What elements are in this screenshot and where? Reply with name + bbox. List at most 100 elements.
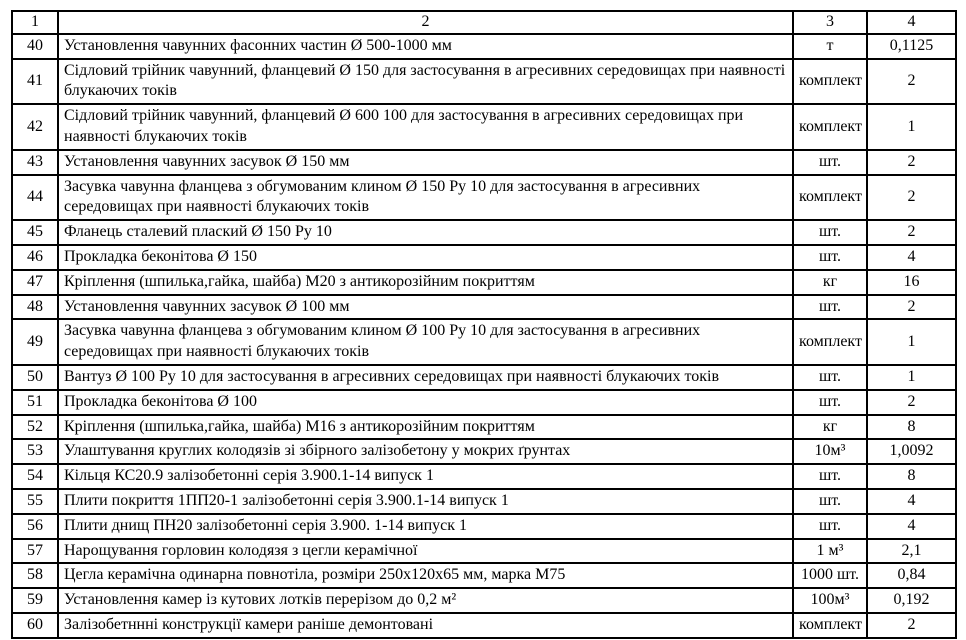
quantity-cell: 16 bbox=[866, 268, 957, 296]
unit-cell: шт. bbox=[792, 363, 868, 391]
column-header-unit: 3 bbox=[792, 10, 868, 35]
row-number-cell: 59 bbox=[11, 587, 59, 614]
unit-cell: 10м³ bbox=[792, 438, 868, 466]
quantity-cell: 2 bbox=[866, 293, 957, 321]
quantity-cell: 4 bbox=[866, 487, 957, 515]
description-cell: Установлення чавунних засувок Ø 150 мм bbox=[57, 148, 794, 176]
unit-cell: шт. bbox=[792, 487, 868, 515]
works-table: 1 2 3 4 40 Установлення чавунних фасонни… bbox=[11, 10, 957, 639]
unit-cell: шт. bbox=[792, 512, 868, 540]
row-number-cell: 58 bbox=[11, 562, 59, 590]
unit-cell: комплект bbox=[792, 611, 868, 639]
quantity-cell: 4 bbox=[866, 243, 957, 271]
unit-cell: комплект bbox=[792, 57, 868, 106]
unit-cell: 1000 шт. bbox=[792, 562, 868, 590]
table-row: 45 Фланець сталевий плаский Ø 150 Ру 10 … bbox=[11, 219, 957, 246]
quantity-cell: 0,192 bbox=[866, 587, 957, 614]
table-row: 53 Улаштування круглих колодязів зі збір… bbox=[11, 438, 957, 466]
row-number-cell: 55 bbox=[11, 487, 59, 515]
table-row: 44 Засувка чавунна фланцева з обгумовани… bbox=[11, 173, 957, 222]
description-cell: Кріплення (шпилька,гайка, шайба) М20 з а… bbox=[57, 268, 794, 296]
quantity-cell: 8 bbox=[866, 463, 957, 490]
quantity-cell: 1 bbox=[866, 318, 957, 366]
row-number-cell: 46 bbox=[11, 243, 59, 271]
table-row: 54 Кільця КС20.9 залізобетонні серія 3.9… bbox=[11, 463, 957, 490]
row-number-cell: 48 bbox=[11, 293, 59, 321]
row-number-cell: 60 bbox=[11, 611, 59, 639]
description-cell: Цегла керамічна одинарна повнотіла, розм… bbox=[57, 562, 794, 590]
quantity-cell: 2 bbox=[866, 611, 957, 639]
description-cell: Засувка чавунна фланцева з обгумованим к… bbox=[57, 173, 794, 222]
quantity-cell: 1,0092 bbox=[866, 438, 957, 466]
row-number-cell: 43 bbox=[11, 148, 59, 176]
description-cell: Кільця КС20.9 залізобетонні серія 3.900.… bbox=[57, 463, 794, 490]
description-cell: Установлення чавунних засувок Ø 100 мм bbox=[57, 293, 794, 321]
description-cell: Плити днищ ПН20 залізобетонні серія 3.90… bbox=[57, 512, 794, 540]
unit-cell: шт. bbox=[792, 243, 868, 271]
table-row: 46 Прокладка беконітова Ø 150 шт. 4 bbox=[11, 243, 957, 271]
quantity-cell: 0,84 bbox=[866, 562, 957, 590]
description-cell: Прокладка беконітова Ø 150 bbox=[57, 243, 794, 271]
row-number-cell: 47 bbox=[11, 268, 59, 296]
table-row: 49 Засувка чавунна фланцева з обгумовани… bbox=[11, 318, 957, 366]
description-cell: Кріплення (шпилька,гайка, шайба) М16 з а… bbox=[57, 413, 794, 441]
row-number-cell: 56 bbox=[11, 512, 59, 540]
quantity-cell: 2 bbox=[866, 388, 957, 416]
description-cell: Прокладка беконітова Ø 100 bbox=[57, 388, 794, 416]
unit-cell: 100м³ bbox=[792, 587, 868, 614]
works-table-body: 1 2 3 4 40 Установлення чавунних фасонни… bbox=[11, 10, 957, 639]
quantity-cell: 2 bbox=[866, 148, 957, 176]
table-row: 60 Залізобетннні конструкції камери рані… bbox=[11, 611, 957, 639]
table-row: 47 Кріплення (шпилька,гайка, шайба) М20 … bbox=[11, 268, 957, 296]
description-cell: Установлення чавунних фасонних частин Ø … bbox=[57, 32, 794, 60]
description-cell: Засувка чавунна фланцева з обгумованим к… bbox=[57, 318, 794, 366]
table-row: 40 Установлення чавунних фасонних частин… bbox=[11, 32, 957, 60]
row-number-cell: 45 bbox=[11, 219, 59, 246]
description-cell: Сідловий трійник чавунний, фланцевий Ø 1… bbox=[57, 57, 794, 106]
row-number-cell: 44 bbox=[11, 173, 59, 222]
quantity-cell: 2 bbox=[866, 57, 957, 106]
row-number-cell: 51 bbox=[11, 388, 59, 416]
row-number-cell: 50 bbox=[11, 363, 59, 391]
quantity-cell: 2 bbox=[866, 173, 957, 222]
quantity-cell: 8 bbox=[866, 413, 957, 441]
quantity-cell: 2,1 bbox=[866, 537, 957, 565]
unit-cell: комплект bbox=[792, 103, 868, 151]
description-cell: Установлення камер із кутових лотків пер… bbox=[57, 587, 794, 614]
table-row: 56 Плити днищ ПН20 залізобетонні серія 3… bbox=[11, 512, 957, 540]
row-number-cell: 41 bbox=[11, 57, 59, 106]
table-row: 48 Установлення чавунних засувок Ø 100 м… bbox=[11, 293, 957, 321]
table-row: 59 Установлення камер із кутових лотків … bbox=[11, 587, 957, 614]
row-number-cell: 53 bbox=[11, 438, 59, 466]
description-cell: Фланець сталевий плаский Ø 150 Ру 10 bbox=[57, 219, 794, 246]
row-number-cell: 42 bbox=[11, 103, 59, 151]
unit-cell: комплект bbox=[792, 318, 868, 366]
row-number-cell: 52 bbox=[11, 413, 59, 441]
description-cell: Улаштування круглих колодязів зі збірног… bbox=[57, 438, 794, 466]
table-row: 43 Установлення чавунних засувок Ø 150 м… bbox=[11, 148, 957, 176]
unit-cell: кг bbox=[792, 413, 868, 441]
description-cell: Залізобетннні конструкції камери раніше … bbox=[57, 611, 794, 639]
table-row: 42 Сідловий трійник чавунний, фланцевий … bbox=[11, 103, 957, 151]
unit-cell: шт. bbox=[792, 293, 868, 321]
unit-cell: шт. bbox=[792, 388, 868, 416]
quantity-cell: 1 bbox=[866, 363, 957, 391]
table-row: 57 Нарощування горловин колодязя з цегли… bbox=[11, 537, 957, 565]
row-number-cell: 49 bbox=[11, 318, 59, 366]
unit-cell: 1 м³ bbox=[792, 537, 868, 565]
table-row: 52 Кріплення (шпилька,гайка, шайба) М16 … bbox=[11, 413, 957, 441]
column-header-quantity: 4 bbox=[866, 10, 957, 35]
quantity-cell: 2 bbox=[866, 219, 957, 246]
description-cell: Плити покриття 1ПП20-1 залізобетонні сер… bbox=[57, 487, 794, 515]
table-header-row: 1 2 3 4 bbox=[11, 10, 957, 35]
unit-cell: комплект bbox=[792, 173, 868, 222]
row-number-cell: 57 bbox=[11, 537, 59, 565]
quantity-cell: 1 bbox=[866, 103, 957, 151]
column-header-description: 2 bbox=[57, 10, 794, 35]
table-row: 58 Цегла керамічна одинарна повнотіла, р… bbox=[11, 562, 957, 590]
unit-cell: т bbox=[792, 32, 868, 60]
unit-cell: шт. bbox=[792, 219, 868, 246]
description-cell: Нарощування горловин колодязя з цегли ке… bbox=[57, 537, 794, 565]
description-cell: Вантуз Ø 100 Ру 10 для застосування в аг… bbox=[57, 363, 794, 391]
